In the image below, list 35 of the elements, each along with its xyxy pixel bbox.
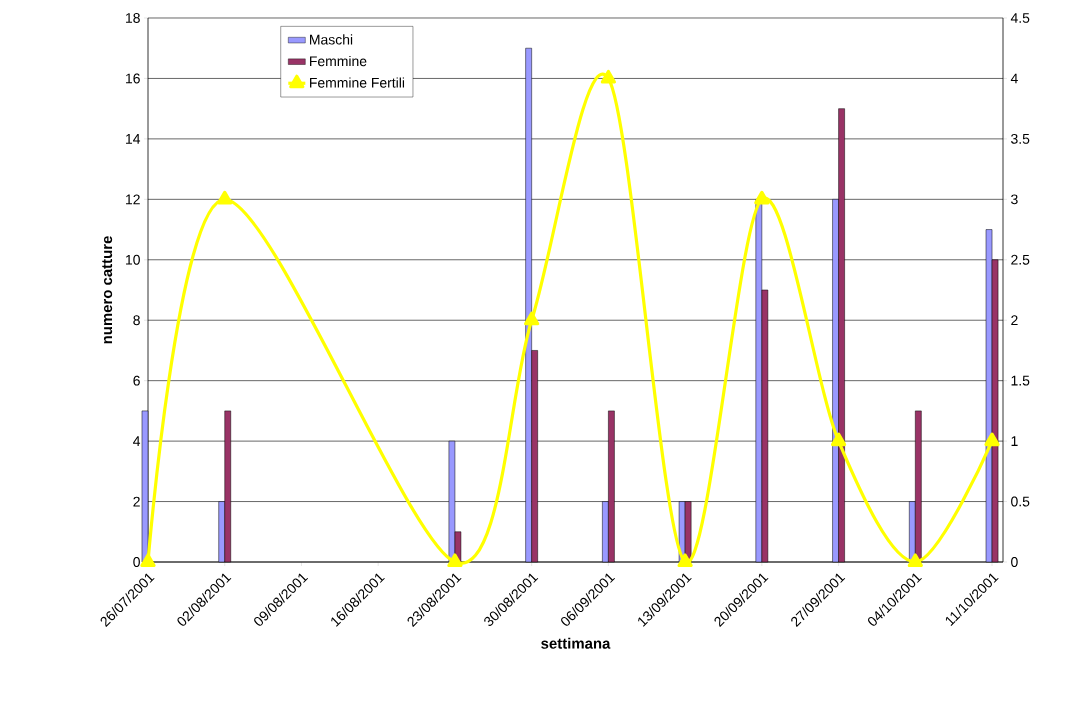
- y-tick-label: 14: [126, 134, 141, 144]
- y-tick-label: 2: [133, 496, 140, 507]
- x-axis-title: settimana: [541, 637, 611, 649]
- y-tick-label: 10: [126, 254, 140, 265]
- point: [217, 190, 233, 205]
- y-tick-label: 6: [133, 375, 140, 386]
- y-tick-label: 0: [133, 557, 140, 567]
- legend-label: Femmine Fertili: [310, 77, 405, 88]
- point: [677, 553, 693, 568]
- point: [984, 432, 1000, 447]
- y2-tick-label: 0: [1011, 557, 1018, 567]
- point: [754, 190, 770, 205]
- y2-tick-label: 1.5: [1011, 375, 1030, 386]
- legend-label: Femmine: [310, 55, 367, 67]
- point: [524, 311, 540, 326]
- y2-tick-label: 3.5: [1011, 133, 1030, 144]
- y2-tick-label: 2.5: [1011, 254, 1030, 265]
- y2-tick-label: 0.5: [1011, 496, 1030, 507]
- y2-tick-label: 4: [1010, 73, 1018, 84]
- y2-tick-label: 2: [1011, 315, 1018, 326]
- y-axis-title: numero catture: [102, 236, 113, 344]
- y-tick-label: 16: [126, 73, 140, 84]
- y-tick-label: 8: [133, 315, 140, 326]
- point: [830, 432, 847, 447]
- y2-tick-label: 4.5: [1010, 13, 1030, 23]
- y2-tick-label: 3: [1011, 194, 1018, 205]
- y-tick-label: 12: [126, 194, 140, 205]
- y-tick-label: 18: [126, 13, 140, 23]
- point: [140, 553, 156, 568]
- y-tick-label: 4: [133, 436, 141, 446]
- legend-label: Maschi: [310, 34, 353, 45]
- y2-tick-label: 1: [1011, 436, 1018, 446]
- point: [907, 553, 923, 568]
- point: [600, 69, 617, 84]
- point: [447, 553, 463, 568]
